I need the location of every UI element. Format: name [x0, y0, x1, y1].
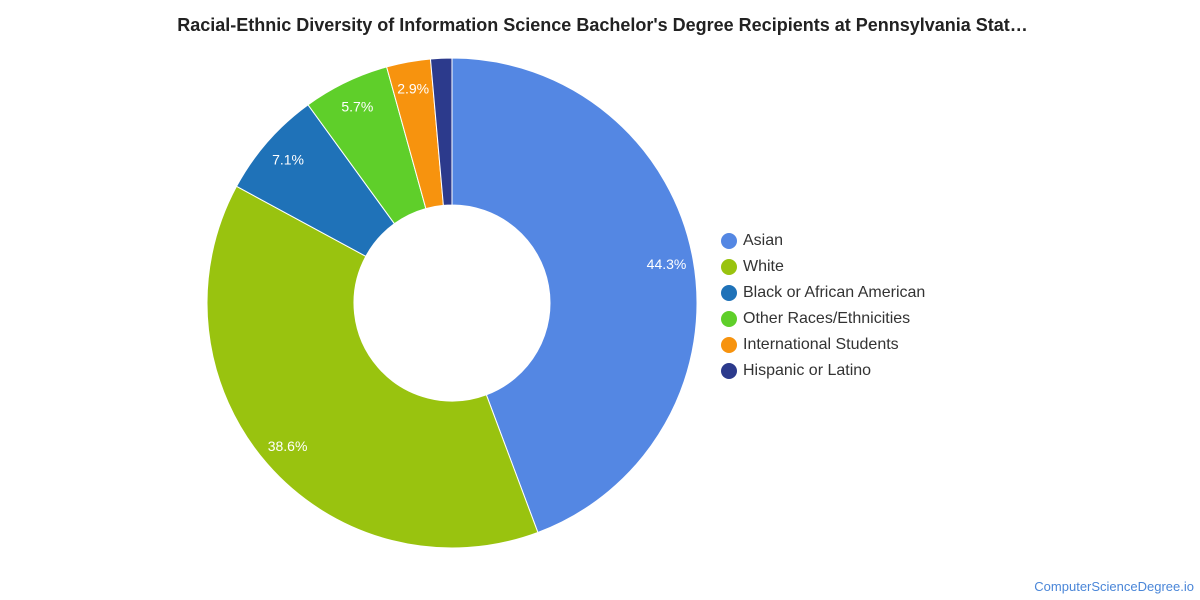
chart-title: Racial-Ethnic Diversity of Information S…: [177, 15, 1028, 35]
legend-label: White: [743, 258, 784, 275]
slice-label-other-races-ethnicities: 5.7%: [341, 99, 373, 115]
legend-label: Hispanic or Latino: [743, 362, 872, 379]
slice-label-asian: 44.3%: [647, 256, 687, 272]
legend-label: Black or African American: [743, 284, 926, 301]
legend-swatch-icon: [721, 285, 737, 301]
legend-swatch-icon: [721, 311, 737, 327]
legend-item-asian[interactable]: Asian: [721, 228, 925, 254]
slice-label-white: 38.6%: [268, 438, 308, 454]
slice-label-black-or-african-american: 7.1%: [272, 151, 304, 167]
slice-hispanic-or-latino[interactable]: [429, 57, 453, 206]
slice-label-international-students: 2.9%: [397, 80, 429, 96]
legend-item-black-or-african-american[interactable]: Black or African American: [721, 280, 925, 306]
legend-swatch-icon: [721, 363, 737, 379]
legend-swatch-icon: [721, 337, 737, 353]
legend-item-hispanic-or-latino[interactable]: Hispanic or Latino: [721, 358, 925, 384]
legend-label: Asian: [743, 232, 784, 249]
chart-legend: Asian White Black or African American Other…: [721, 228, 925, 384]
legend-label: International Students: [743, 336, 899, 353]
legend-swatch-icon: [721, 233, 737, 249]
source-credit[interactable]: ComputerScienceDegree.io: [1034, 579, 1194, 594]
legend-label: Other Races/Ethnicities: [743, 310, 911, 327]
slice-asian[interactable]: [451, 57, 698, 534]
slice-white[interactable]: [206, 185, 539, 549]
legend-item-international-students[interactable]: International Students: [721, 332, 925, 358]
legend-swatch-icon: [721, 259, 737, 275]
legend-item-other-races-ethnicities[interactable]: Other Races/Ethnicities: [721, 306, 925, 332]
legend-item-white[interactable]: White: [721, 254, 925, 280]
